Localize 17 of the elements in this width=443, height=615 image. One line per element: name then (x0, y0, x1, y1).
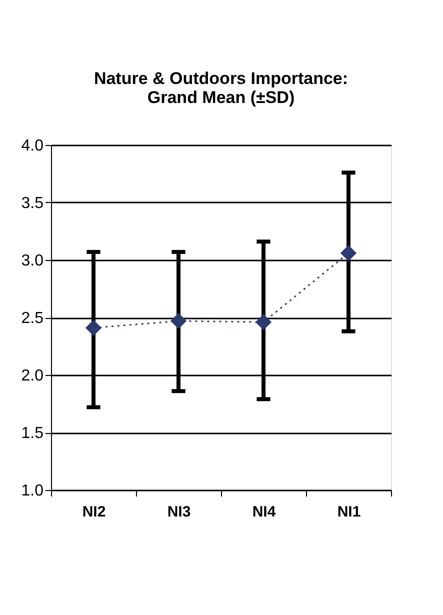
x-tick-label: NI1 (337, 504, 361, 520)
point (340, 245, 357, 262)
y-tick-label: 1.5 (21, 425, 44, 442)
point (255, 314, 272, 330)
point (170, 312, 187, 330)
text: Grand Mean (±SD) (147, 88, 295, 107)
x-tick-label: NI3 (167, 504, 191, 520)
y-tick-label: 3.5 (21, 195, 44, 212)
x-tick-label: NI2 (82, 504, 106, 520)
y-tick-label: 2.5 (21, 310, 44, 327)
y-tick-label: 3.0 (21, 252, 44, 270)
y-tick-label: 2.0 (21, 368, 44, 384)
point (85, 320, 102, 336)
y-tick-label: 4.0 (21, 138, 44, 154)
x-tick-label: NI4 (252, 504, 276, 520)
y-tick-label: 1.0 (21, 482, 44, 500)
text: Nature & Outdoors Importance: (94, 69, 348, 88)
